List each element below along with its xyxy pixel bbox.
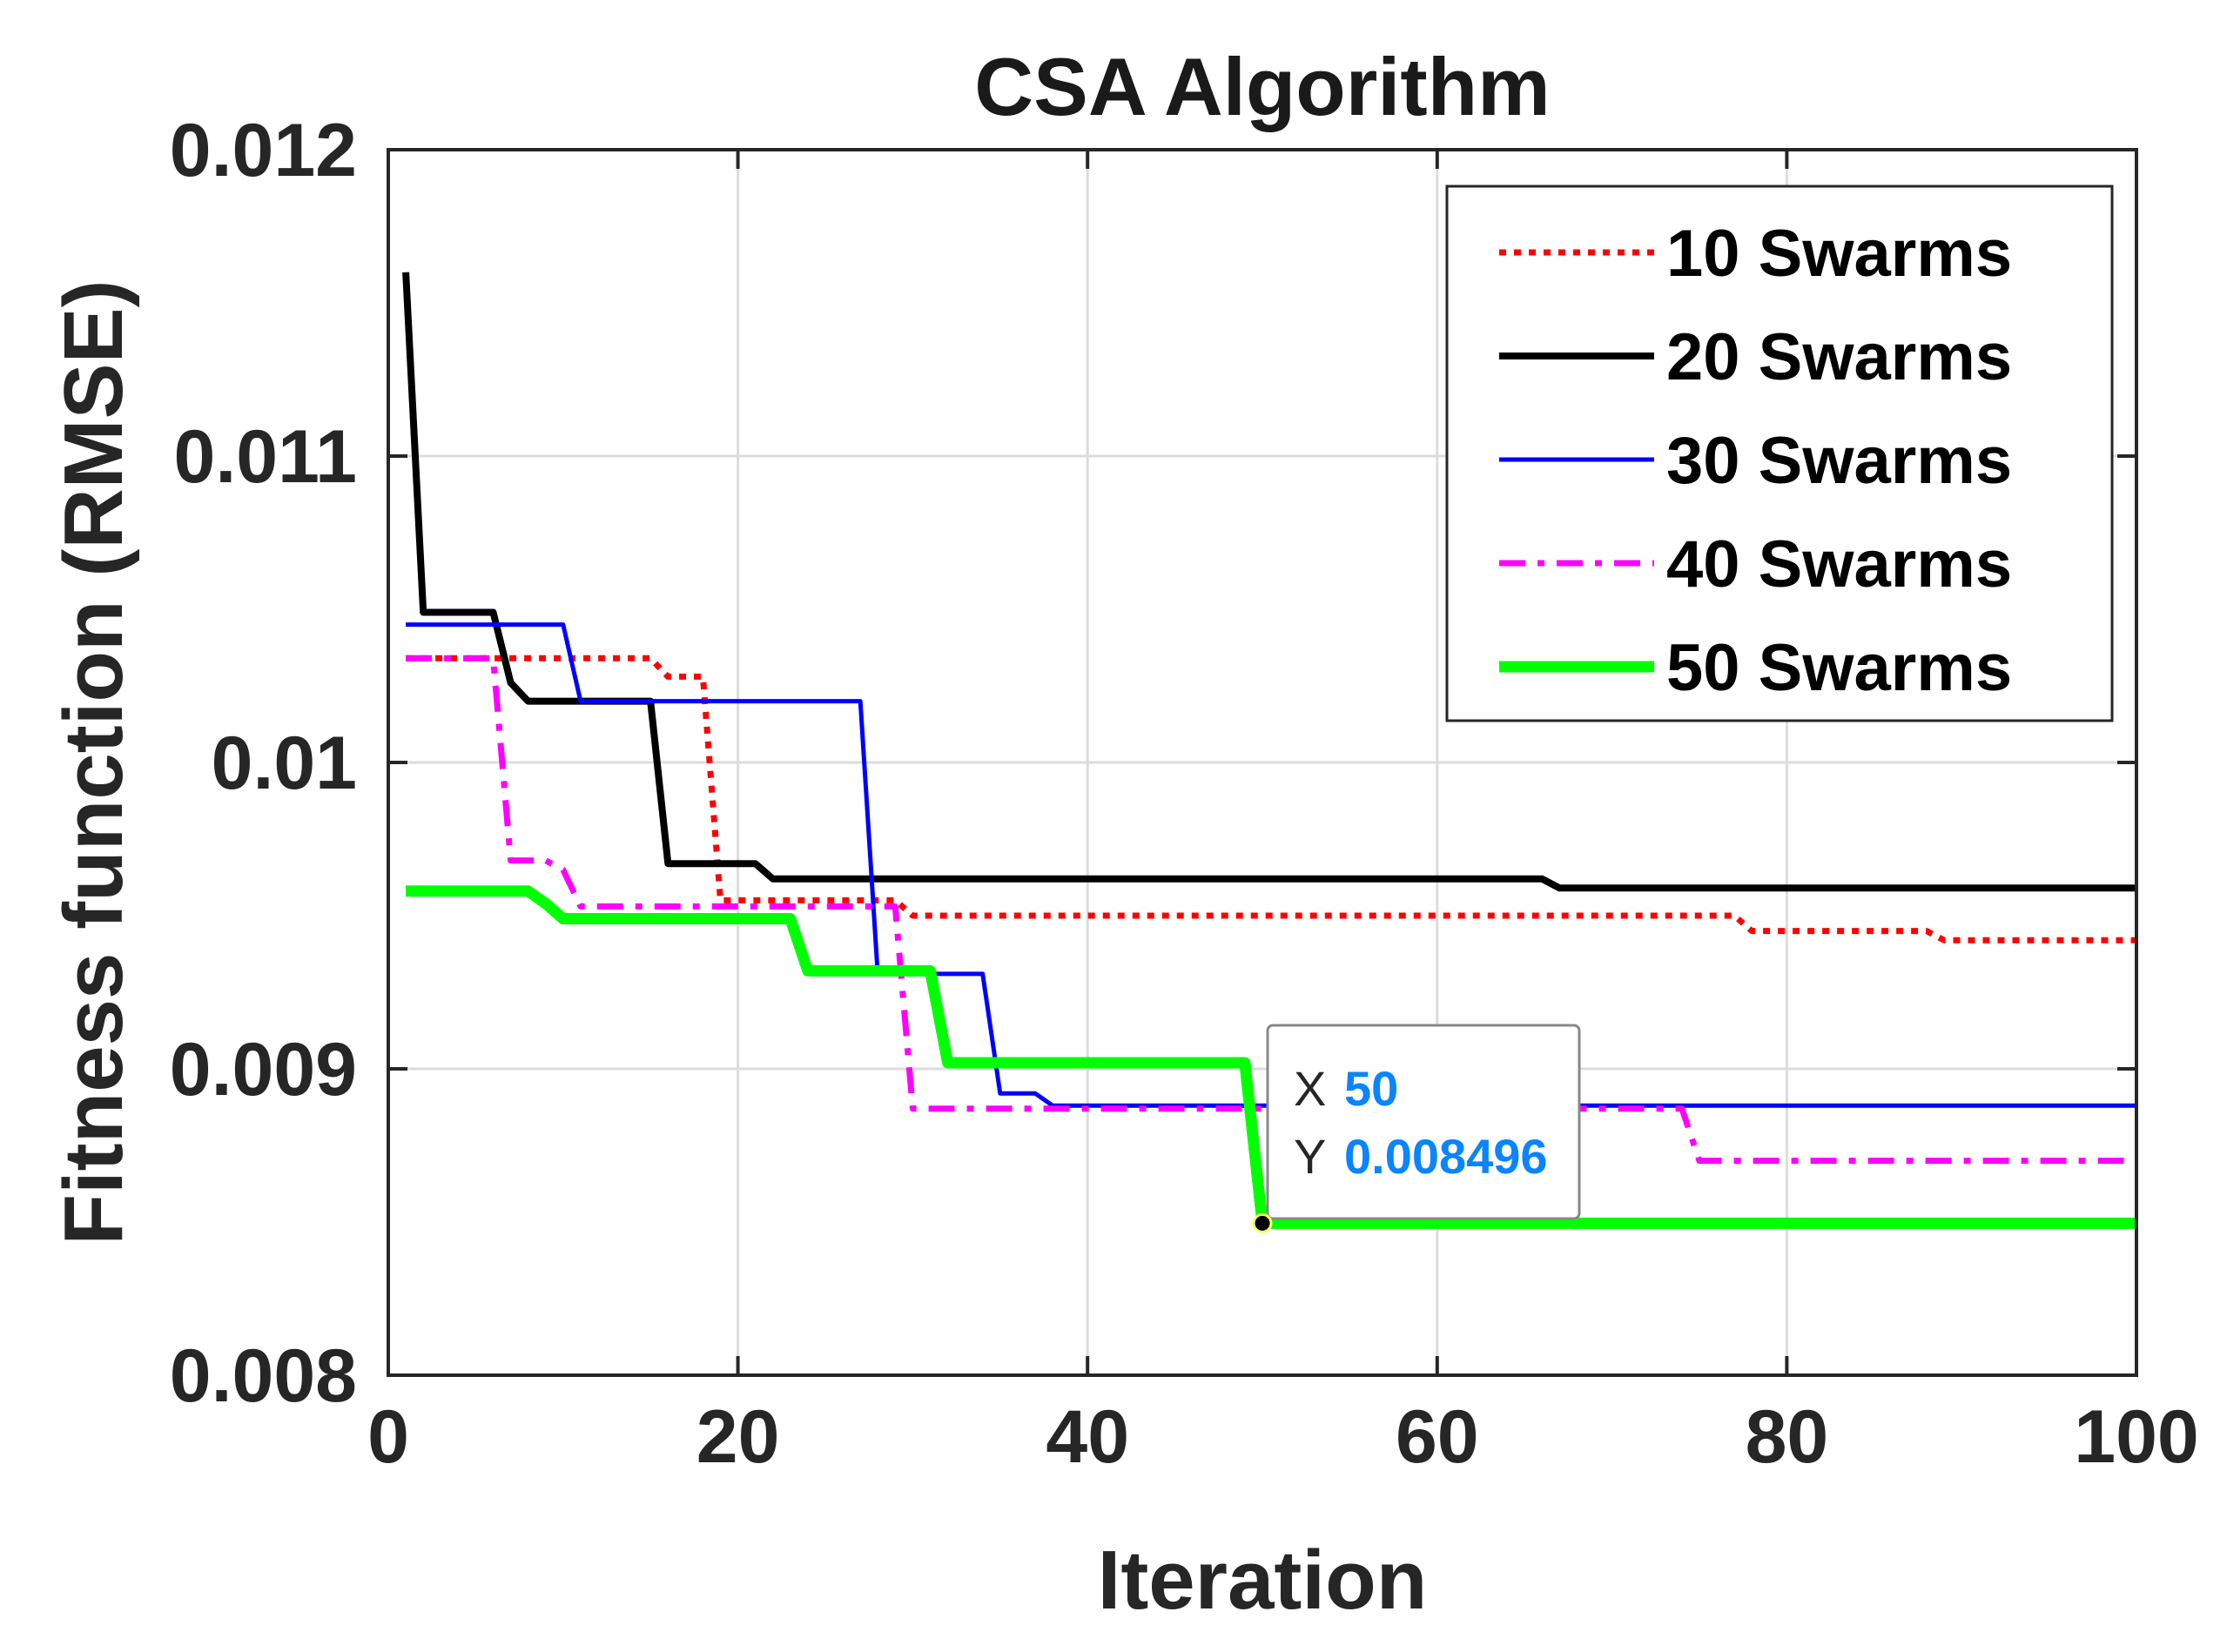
series-line-5 (406, 885, 2136, 1229)
x-tick-label: 60 (1396, 1395, 1479, 1479)
x-tick-label: 0 (367, 1395, 409, 1479)
legend-box (1445, 185, 2114, 722)
tick-labels: 0 20 40 60 80 100 0.008 0.009 0.01 0.011 0.012 (170, 109, 2199, 1479)
data-tip-x-value: 50 (1344, 1061, 1398, 1116)
series-line-1 (406, 655, 2136, 944)
x-tick-label: 80 (1746, 1395, 1829, 1479)
data-tip-marker[interactable] (1252, 1212, 1273, 1233)
series-lines (402, 272, 2136, 1229)
data-tip[interactable]: X 50 Y 0.008496 (1252, 1024, 1581, 1233)
legend-label-2: 20 Swarms (1666, 320, 2012, 394)
data-tip-box (1266, 1024, 1581, 1220)
series-line-4 (406, 655, 2136, 1165)
x-tick-label: 100 (2074, 1395, 2199, 1479)
series-line-2 (402, 272, 2136, 892)
legend-label-1: 10 Swarms (1666, 217, 2012, 291)
data-tip-y-key: Y (1294, 1129, 1326, 1184)
data-tip-y-value: 0.008496 (1344, 1129, 1548, 1184)
y-tick-label: 0.009 (170, 1028, 357, 1111)
y-tick-label: 0.011 (174, 415, 357, 499)
y-tick-label: 0.012 (170, 109, 357, 192)
x-tick-label: 40 (1046, 1395, 1129, 1479)
legend: 10 Swarms 20 Swarms 30 Swarms 40 Swarms 50 S… (1445, 185, 2114, 722)
legend-label-3: 30 Swarms (1666, 424, 2012, 498)
y-axis-label: Fitness function (RMSE) (47, 279, 140, 1245)
x-tick-label: 20 (696, 1395, 780, 1479)
y-tick-label: 0.008 (170, 1334, 357, 1418)
x-axis-label: Iteration (1098, 1534, 1428, 1627)
axis-ticks (387, 148, 2138, 1377)
y-tick-label: 0.01 (212, 722, 357, 805)
legend-label-5: 50 Swarms (1666, 631, 2012, 705)
data-tip-x-key: X (1294, 1061, 1326, 1116)
chart-title: CSA Algorithm (974, 41, 1550, 132)
legend-label-4: 40 Swarms (1666, 527, 2012, 601)
